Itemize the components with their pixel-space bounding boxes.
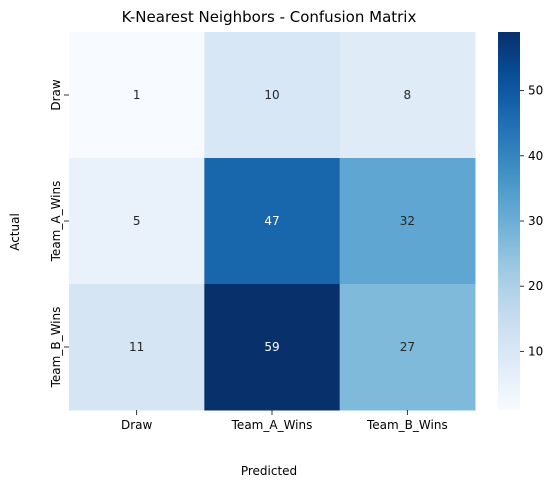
- heatmap-cell: [69, 284, 205, 411]
- cell-value-label: 1: [133, 88, 141, 102]
- heatmap-cell: [204, 158, 341, 285]
- y-axis: Draw Team_A_Wins Team_B_Wins: [49, 79, 69, 388]
- colorbar-tick-label: 40: [528, 149, 543, 163]
- heatmap-cell: [69, 158, 205, 285]
- heatmap-cell: [339, 32, 476, 159]
- x-tick-label: Team_A_Wins: [231, 418, 313, 432]
- colorbar-tick-label: 30: [528, 214, 543, 228]
- cell-value-label: 27: [400, 340, 415, 354]
- chart-title: K-Nearest Neighbors - Confusion Matrix: [122, 8, 417, 26]
- heatmap-cell: [204, 284, 341, 411]
- x-axis: Draw Team_A_Wins Team_B_Wins: [121, 410, 448, 432]
- cell-value-label: 11: [129, 340, 144, 354]
- heatmap-cell: [69, 32, 205, 159]
- colorbar-tick-label: 50: [528, 84, 543, 98]
- heatmap-cell: [339, 284, 476, 411]
- colorbar-tick-label: 10: [528, 344, 543, 358]
- y-axis-label: Actual: [8, 213, 22, 251]
- heatmap-cell: [339, 158, 476, 285]
- y-tick-label: Draw: [49, 79, 63, 111]
- heatmap-cells: 1 10 8 5 47 32 11 59 27: [69, 32, 476, 411]
- cell-value-label: 59: [264, 340, 279, 354]
- x-tick-label: Draw: [121, 418, 153, 432]
- heatmap-cell: [204, 32, 341, 159]
- colorbar-gradient: [498, 32, 520, 410]
- cell-value-label: 10: [264, 88, 279, 102]
- colorbar-tick-label: 20: [528, 279, 543, 293]
- cell-value-label: 8: [404, 88, 412, 102]
- y-tick-label: Team_A_Wins: [49, 181, 63, 263]
- x-tick-label: Team_B_Wins: [366, 418, 448, 432]
- cell-value-label: 32: [400, 214, 415, 228]
- colorbar: 10 20 30 40 50: [498, 32, 543, 410]
- cell-value-label: 47: [264, 214, 279, 228]
- cell-value-label: 5: [133, 214, 141, 228]
- y-tick-label: Team_B_Wins: [49, 307, 63, 389]
- x-axis-label: Predicted: [241, 464, 297, 478]
